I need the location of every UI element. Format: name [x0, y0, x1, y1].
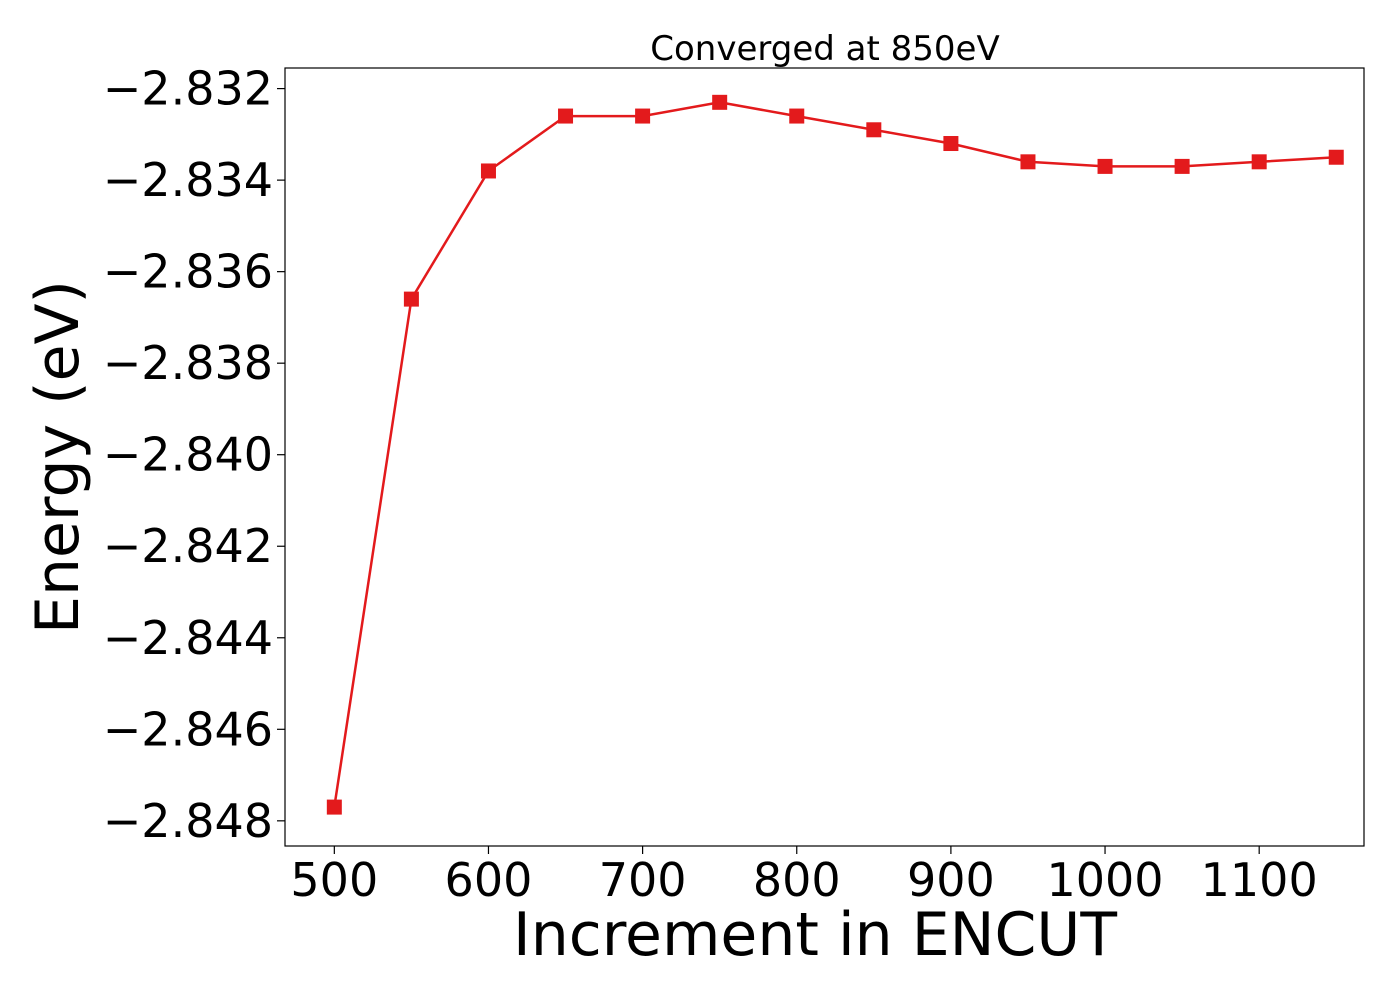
energy-series-line — [333, 101, 1337, 808]
y-tick-label: −2.838 — [103, 336, 273, 390]
y-tick-label: −2.834 — [103, 153, 273, 207]
data-point-marker — [403, 291, 419, 307]
y-tick-label: −2.848 — [103, 794, 273, 848]
data-point-marker — [943, 136, 959, 152]
data-point-marker — [1251, 154, 1267, 170]
y-tick-label: −2.844 — [103, 611, 273, 665]
data-point-marker — [712, 94, 728, 110]
y-axis-ticks: −2.848 −2.846 −2.844 −2.842 −2.840 −2.838 −2.8… — [103, 62, 285, 848]
x-tick-label: 900 — [907, 853, 995, 907]
x-tick-label: 700 — [599, 853, 687, 907]
data-point-marker — [326, 799, 342, 815]
data-point-marker — [1097, 158, 1113, 174]
y-axis-label: Energy (eV) — [23, 280, 93, 634]
data-point-marker — [558, 108, 574, 124]
data-point-marker — [1328, 149, 1344, 165]
y-tick-label: −2.832 — [103, 62, 273, 116]
energy-series-markers — [326, 94, 1344, 815]
x-axis-label: Increment in ENCUT — [513, 900, 1117, 970]
x-tick-label: 800 — [753, 853, 841, 907]
chart-title: Converged at 850eV — [650, 29, 999, 69]
data-point-marker — [866, 122, 882, 138]
data-point-marker — [1174, 158, 1190, 174]
x-axis-ticks: 500 600 700 800 900 1000 1100 — [290, 846, 1318, 907]
x-tick-label: 1000 — [1047, 853, 1164, 907]
y-tick-label: −2.842 — [103, 519, 273, 573]
data-point-marker — [789, 108, 805, 124]
data-point-marker — [635, 108, 651, 124]
data-point-marker — [480, 163, 496, 179]
y-tick-label: −2.840 — [103, 428, 273, 482]
y-tick-label: −2.836 — [103, 245, 273, 299]
y-tick-label: −2.846 — [103, 702, 273, 756]
data-point-marker — [1020, 154, 1036, 170]
plot-area-frame — [284, 67, 1365, 847]
x-tick-label: 600 — [445, 853, 533, 907]
x-tick-label: 1100 — [1201, 853, 1318, 907]
x-tick-label: 500 — [290, 853, 378, 907]
